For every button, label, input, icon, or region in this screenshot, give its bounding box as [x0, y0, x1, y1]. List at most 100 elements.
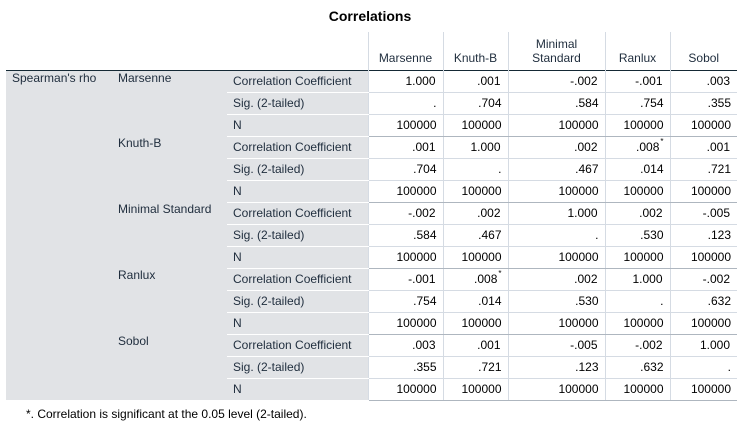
table-cell: .355	[367, 356, 443, 379]
row-variable-label: Knuth-B	[112, 136, 227, 202]
table-cell: .	[367, 92, 443, 115]
table-cell: 100000	[604, 246, 670, 269]
cell-value: 1.000	[699, 338, 730, 352]
table-title: Correlations	[328, 8, 412, 24]
table-cell: 100000	[367, 246, 443, 269]
table-cell: .584	[507, 92, 605, 115]
table-cell: .002	[442, 202, 508, 225]
table-cell: .721	[669, 158, 737, 181]
table-cell: 100000	[604, 312, 670, 335]
table-cell: 100000	[507, 114, 605, 137]
table-cell: .003	[669, 70, 737, 93]
table-cell: 100000	[669, 114, 737, 137]
table-cell: .355	[669, 92, 737, 115]
table-cell: 100000	[442, 114, 508, 137]
table-row: Ranlux Correlation Coefficient -.001 .008*.…	[6, 268, 737, 334]
row-variable-label: Minimal Standard	[112, 202, 227, 268]
stat-label-sig-2-tailed: Sig. (2-tailed)	[227, 290, 368, 313]
table-cell: .721	[442, 356, 508, 379]
cell-value: -.005	[702, 206, 730, 220]
table-cell: .001	[442, 70, 508, 93]
table-cell: .467	[442, 224, 508, 247]
cell-value: -.002	[408, 206, 436, 220]
column-header-ranlux: Ranlux	[604, 32, 670, 70]
column-header-sobol: Sobol	[669, 32, 737, 70]
cell-value: -.005	[570, 338, 598, 352]
stat-label-n: N	[227, 246, 368, 269]
table-cell: 100000	[507, 246, 605, 269]
cell-value: 1.000	[567, 206, 598, 220]
footnote: *. Correlation is significant at the 0.0…	[26, 407, 307, 421]
cell-value: .002	[477, 206, 501, 220]
table-row: Minimal Standard Correlation Coefficient -…	[6, 202, 737, 268]
table-cell: .704	[442, 92, 508, 115]
cell-value: -.002	[702, 272, 730, 286]
correlations-table: Marsenne Knuth-B Minimal Standard Ranlux …	[6, 32, 737, 401]
cell-value: -.001	[635, 74, 663, 88]
stat-label-sig-2-tailed: Sig. (2-tailed)	[227, 356, 368, 379]
table-row: Sig. (2-tailed) .584.467. .530.123	[6, 224, 737, 247]
table-row: Sig. (2-tailed). .704.584.754.355	[6, 92, 737, 115]
table-cell: .001	[367, 136, 443, 159]
stat-label-n: N	[227, 114, 368, 137]
table-cell: .008*	[604, 136, 670, 159]
table-cell: -.005	[669, 202, 737, 225]
table-row: N 100000 100000 100000 100000 100000	[6, 114, 737, 137]
cell-value: 1.000	[405, 74, 436, 88]
table-cell: 1.000	[442, 136, 508, 159]
row-variable-label: Ranlux	[112, 268, 227, 334]
table-cell: .632	[604, 356, 670, 379]
cell-value: 1.000	[632, 272, 663, 286]
table-cell: 100000	[442, 378, 508, 401]
stat-label-correlation-coefficient: Correlation Coefficient	[227, 70, 368, 93]
table-row: N 100000 100000 100000 100000 100000	[6, 180, 737, 203]
table-row: N 100000 100000 100000 100000 100000	[6, 312, 737, 335]
column-header-line: Minimal Standard	[532, 36, 581, 65]
table-cell: .003	[367, 334, 443, 357]
table-cell: .530	[507, 290, 605, 313]
table-cell: .632	[669, 290, 737, 313]
header-row: Marsenne Knuth-B Minimal Standard Ranlux …	[6, 32, 737, 70]
table-cell: .001	[442, 334, 508, 357]
cell-value: 1.000	[470, 140, 501, 154]
row-variable-label: Marsenne	[112, 70, 227, 136]
cell-value: .002	[574, 272, 598, 286]
table-cell: 100000	[669, 246, 737, 269]
table-cell: 100000	[507, 312, 605, 335]
stat-label-sig-2-tailed: Sig. (2-tailed)	[227, 92, 368, 115]
column-header-knuth-b: Knuth-B	[442, 32, 508, 70]
table-row: Sig. (2-tailed) .754.014.530. .632	[6, 290, 737, 313]
cell-value: .003	[706, 74, 730, 88]
table-cell: .014	[442, 290, 508, 313]
table-cell: -.002	[669, 268, 737, 291]
row-group-label: Spearman's rho	[6, 70, 112, 400]
table-row: Spearman's rho Marsenne Correlation Coeffi…	[6, 70, 737, 400]
table-cell: 100000	[442, 312, 508, 335]
table-cell: .001	[669, 136, 737, 159]
table-cell: 1.000	[604, 268, 670, 291]
table-cell: .	[604, 290, 670, 313]
table-cell: .008*	[442, 268, 508, 291]
table-row: Sig. (2-tailed) .704. .467.014.721	[6, 158, 737, 181]
cell-value: -.002	[635, 338, 663, 352]
cell-value: .001	[477, 338, 501, 352]
table-cell: 100000	[367, 114, 443, 137]
table-cell: 100000	[442, 180, 508, 203]
table-cell: 100000	[367, 378, 443, 401]
stat-label-correlation-coefficient: Correlation Coefficient	[227, 268, 368, 291]
table-cell: 1.000	[367, 70, 443, 93]
cell-value: .002	[574, 140, 598, 154]
table-row: N 100000 100000 100000 100000 100000	[6, 246, 737, 269]
row-variable-label: Sobol	[112, 334, 227, 400]
table-cell: 100000	[507, 378, 605, 401]
table-cell: -.002	[604, 334, 670, 357]
table-body: Spearman's rho Marsenne Correlation Coeffi…	[6, 70, 737, 401]
table-cell: -.005	[507, 334, 605, 357]
table-cell: -.002	[367, 202, 443, 225]
header-spacer	[112, 32, 227, 70]
table-cell: .754	[604, 92, 670, 115]
table-row: Sig. (2-tailed) .355.721.123.632.	[6, 356, 737, 379]
table-row: Knuth-B Correlation Coefficient .001 1.000.…	[6, 136, 737, 202]
table-cell: .530	[604, 224, 670, 247]
table-cell: .002	[507, 136, 605, 159]
